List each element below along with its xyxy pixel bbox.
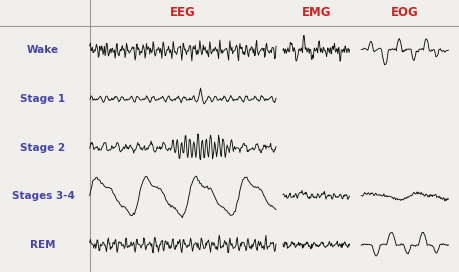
Text: Stages 3-4: Stages 3-4 — [11, 191, 74, 201]
Text: Stage 1: Stage 1 — [21, 94, 66, 104]
Text: Wake: Wake — [27, 45, 59, 55]
Text: EMG: EMG — [301, 7, 330, 19]
Text: EOG: EOG — [390, 7, 418, 19]
Text: REM: REM — [30, 240, 56, 250]
Text: Stage 2: Stage 2 — [21, 143, 66, 153]
Text: EEG: EEG — [170, 7, 195, 19]
